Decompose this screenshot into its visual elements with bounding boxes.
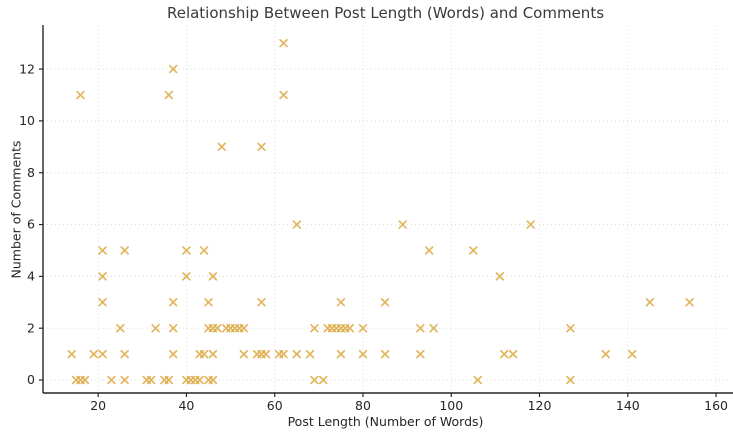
scatter-point xyxy=(151,323,160,333)
scatter-point xyxy=(310,375,319,385)
scatter-point xyxy=(473,375,482,385)
scatter-point xyxy=(469,246,478,255)
scatter-point xyxy=(199,349,209,359)
scatter-point xyxy=(601,349,610,359)
scatter-point xyxy=(168,64,178,74)
y-tick-label: 0 xyxy=(27,372,35,387)
scatter-point xyxy=(120,246,129,255)
scatter-point xyxy=(279,90,288,100)
scatter-point xyxy=(67,349,76,359)
scatter-point xyxy=(168,298,178,307)
scatter-point xyxy=(204,298,213,307)
scatter-point xyxy=(213,323,222,333)
scatter-point xyxy=(98,349,107,359)
scatter-point xyxy=(495,272,505,281)
scatter-point xyxy=(89,349,99,359)
scatter-point xyxy=(168,323,178,333)
scatter-point xyxy=(239,349,249,359)
y-tick-label: 2 xyxy=(27,320,35,335)
scatter-point xyxy=(292,220,302,229)
scatter-point xyxy=(208,272,218,281)
chart-title: Relationship Between Post Length (Words)… xyxy=(166,4,605,22)
scatter-point xyxy=(685,298,694,307)
scatter-point xyxy=(98,298,107,307)
scatter-point xyxy=(310,323,319,333)
scatter-point xyxy=(398,220,407,229)
scatter-point xyxy=(164,375,174,385)
x-tick-label: 20 xyxy=(90,398,106,413)
scatter-point xyxy=(380,349,390,359)
y-tick-label: 6 xyxy=(27,217,35,232)
x-tick-label: 60 xyxy=(267,398,283,413)
y-tick-label: 8 xyxy=(27,165,35,180)
scatter-point xyxy=(257,298,266,307)
scatter-point xyxy=(98,272,107,281)
scatter-point xyxy=(107,375,116,385)
scatter-point xyxy=(98,246,107,255)
scatter-point xyxy=(279,38,288,48)
x-tick-label: 140 xyxy=(616,398,640,413)
scatter-point xyxy=(199,246,209,255)
scatter-point xyxy=(319,375,328,385)
scatter-point xyxy=(261,349,271,359)
scatter-point xyxy=(208,349,218,359)
scatter-point xyxy=(208,375,218,385)
scatter-point xyxy=(182,246,191,255)
scatter-point xyxy=(146,375,156,385)
scatter-point xyxy=(380,298,390,307)
scatter-point xyxy=(358,323,368,333)
scatter-point xyxy=(239,323,249,333)
y-axis-label: Number of Comments xyxy=(8,140,24,279)
scatter-point xyxy=(305,349,315,359)
x-tick-label: 120 xyxy=(528,398,552,413)
x-tick-label: 160 xyxy=(704,398,728,413)
scatter-point xyxy=(424,246,434,255)
scatter-point xyxy=(168,349,178,359)
scatter-point xyxy=(508,349,518,359)
scatter-point xyxy=(76,90,85,100)
scatter-point xyxy=(164,90,174,100)
scatter-point xyxy=(115,323,125,333)
scatter-point xyxy=(566,375,575,385)
scatter-point xyxy=(645,298,655,307)
scatter-point xyxy=(120,349,129,359)
scatter-point xyxy=(566,323,575,333)
scatter-point xyxy=(279,349,288,359)
scatter-point xyxy=(336,349,346,359)
scatter-point xyxy=(526,220,535,229)
scatter-point xyxy=(358,349,368,359)
scatter-point xyxy=(257,142,266,152)
scatter-point xyxy=(429,323,438,333)
scatter-point xyxy=(499,349,509,359)
x-axis-label: Post Length (Number of Words) xyxy=(287,414,484,429)
scatter-point xyxy=(292,349,302,359)
scatter-point xyxy=(345,323,354,333)
x-tick-label: 80 xyxy=(355,398,371,413)
x-tick-label: 40 xyxy=(178,398,194,413)
scatter-point xyxy=(217,142,227,152)
scatter-point xyxy=(120,375,129,385)
scatter-point xyxy=(182,272,191,281)
scatter-point xyxy=(195,375,204,385)
scatter-point xyxy=(416,349,425,359)
y-tick-label: 12 xyxy=(19,61,35,76)
y-tick-label: 10 xyxy=(19,113,35,128)
y-tick-label: 4 xyxy=(27,269,35,284)
scatter-point xyxy=(80,375,90,385)
scatter-point xyxy=(627,349,637,359)
scatter-point xyxy=(416,323,425,333)
scatter-point xyxy=(336,298,346,307)
x-tick-label: 100 xyxy=(439,398,463,413)
